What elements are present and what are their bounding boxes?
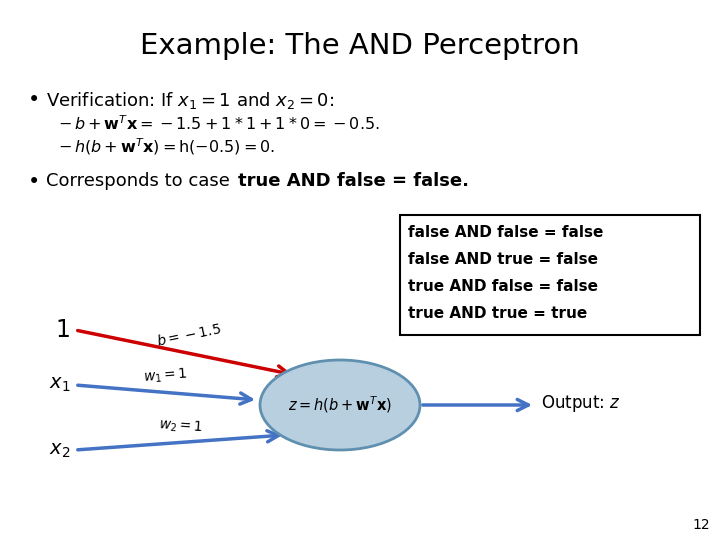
Ellipse shape [260,360,420,450]
Text: 12: 12 [693,518,710,532]
Text: $w_2=1$: $w_2=1$ [158,416,204,436]
Text: $-\,h(b + \mathbf{w}^T\mathbf{x}) = \mathrm{h}(-0.5) = 0.$: $-\,h(b + \mathbf{w}^T\mathbf{x}) = \mat… [58,136,275,157]
Text: $x_2$: $x_2$ [49,441,70,460]
Text: 1: 1 [55,318,70,342]
FancyBboxPatch shape [400,215,700,335]
Text: $w_1=1$: $w_1=1$ [143,366,189,386]
Text: •: • [28,90,40,110]
Text: true AND true = true: true AND true = true [408,306,588,321]
Text: Example: The AND Perceptron: Example: The AND Perceptron [140,32,580,60]
Text: Verification: If $x_1 = 1$ and $x_2 = 0$:: Verification: If $x_1 = 1$ and $x_2 = 0$… [46,90,334,111]
Text: true AND false = false: true AND false = false [408,279,598,294]
Text: false AND false = false: false AND false = false [408,225,603,240]
Text: •: • [28,172,40,192]
Text: false AND true = false: false AND true = false [408,252,598,267]
Text: true AND false = false.: true AND false = false. [238,172,469,190]
Text: Output: $z$: Output: $z$ [541,393,621,414]
Text: $-\,b + \mathbf{w}^T\mathbf{x} = -1.5 + 1*1 + 1*0 = -0.5.$: $-\,b + \mathbf{w}^T\mathbf{x} = -1.5 + … [58,114,379,133]
Text: $b=-1.5$: $b=-1.5$ [155,321,222,349]
Text: Corresponds to case: Corresponds to case [46,172,235,190]
Text: $z = h(b + \mathbf{w}^T\mathbf{x})$: $z = h(b + \mathbf{w}^T\mathbf{x})$ [288,395,392,415]
Text: $x_1$: $x_1$ [48,375,70,395]
